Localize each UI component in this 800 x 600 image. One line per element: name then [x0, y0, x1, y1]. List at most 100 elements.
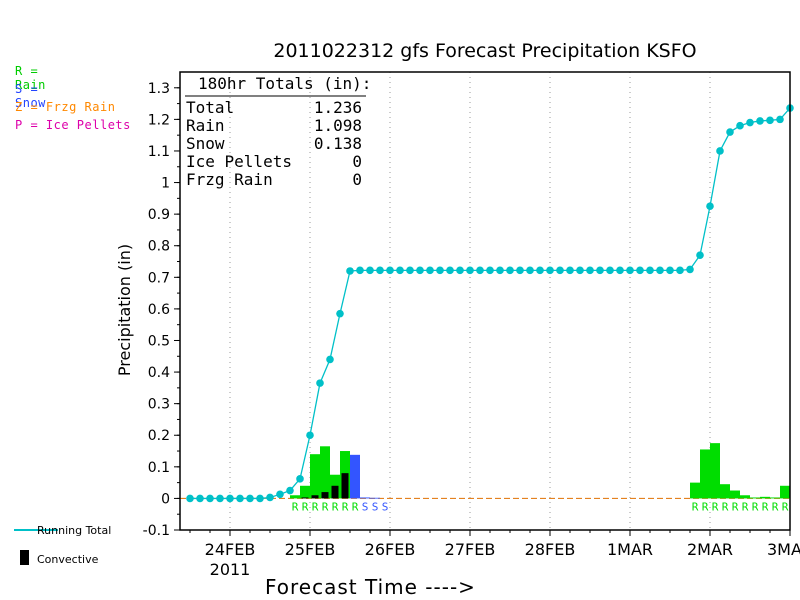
y-axis-ticks: -0.1 0 0.1 0.2 0.3 0.4 0.5 0.6 0.7 0.8 0.9 1 1.1 1.2 1… — [143, 81, 180, 539]
convective-bar — [311, 495, 319, 499]
running-total-point — [276, 490, 284, 499]
running-total-point — [246, 494, 254, 503]
rain-bar — [310, 454, 320, 499]
running-total-point — [346, 267, 354, 275]
x-tick-sublabel: 2011 — [210, 560, 251, 579]
y-tick-label: 1.2 — [148, 112, 170, 128]
rain-letter: R — [692, 500, 699, 513]
running-total-point — [236, 494, 244, 503]
running-total-point — [366, 266, 374, 275]
running-total-point — [646, 266, 654, 275]
running-total-point — [306, 431, 314, 440]
totals-row-label: Snow — [186, 134, 225, 153]
running-total-point — [226, 494, 234, 503]
running-total-point — [616, 266, 624, 275]
rain-bar — [700, 449, 710, 499]
running-total-point — [476, 266, 484, 275]
y-tick-label: 0.2 — [148, 428, 170, 444]
y-tick-label: 0.8 — [148, 239, 170, 255]
running-total-point — [636, 266, 644, 275]
rain-bar — [290, 495, 300, 499]
running-total-point — [676, 266, 684, 275]
running-total-point — [296, 475, 304, 483]
rain-letter: R — [772, 500, 779, 513]
y-tick-label: 1.3 — [148, 81, 170, 97]
rain-letter: R — [302, 500, 309, 513]
running-total-point — [686, 265, 694, 274]
convective-bar — [321, 492, 329, 499]
x-axis-label: Forecast Time ----> — [265, 575, 476, 599]
y-tick-label: -0.1 — [143, 523, 170, 539]
y-tick-label: 0.3 — [148, 397, 170, 413]
rain-bar — [690, 482, 700, 499]
running-total-point — [736, 121, 744, 130]
running-total-point — [576, 266, 584, 275]
y-tick-label: 1.1 — [148, 144, 170, 160]
running-total-point — [376, 266, 384, 275]
rain-letter: R — [352, 500, 359, 513]
running-total-point — [316, 379, 324, 387]
running-total-point — [566, 266, 574, 275]
running-total-point — [526, 266, 534, 275]
x-tick-label: 27FEB — [445, 540, 496, 559]
rain-bar — [770, 497, 780, 499]
totals-row-label: Frzg Rain — [186, 170, 273, 189]
rain-letter: R — [712, 500, 719, 513]
totals-box: 180hr Totals (in): Total 1.236 Rain 1.098 Sn… — [185, 74, 371, 189]
running-total-point — [656, 266, 664, 275]
running-total-point — [556, 266, 564, 275]
totals-row-value: 0 — [352, 170, 362, 189]
x-tick-label: 3MAR — [767, 540, 800, 559]
y-tick-label: 0.1 — [148, 460, 170, 476]
bottom-legend: Running Total Convective — [14, 524, 111, 566]
y-axis-label: Precipitation (in) — [115, 244, 134, 376]
y-tick-label: 0.5 — [148, 333, 170, 349]
x-tick-label: 2MAR — [687, 540, 733, 559]
rain-bar — [320, 446, 330, 499]
snow-bar — [370, 497, 380, 499]
running-total-point — [706, 202, 714, 211]
running-total-point — [326, 355, 334, 364]
rain-bar — [780, 485, 790, 499]
running-total-point — [626, 266, 634, 275]
snow-letter: S — [372, 500, 379, 513]
convective-legend-label: Convective — [37, 553, 99, 566]
precipitation-bars — [290, 443, 790, 499]
running-total-point — [726, 128, 734, 136]
legend-snow: S = Snow — [15, 82, 46, 110]
running-total-point — [756, 117, 764, 125]
running-total-point — [196, 494, 204, 503]
x-tick-label: 24FEB — [205, 540, 256, 559]
rain-bar — [730, 490, 740, 499]
totals-row-value: 0.138 — [314, 134, 362, 153]
running-total-point — [586, 266, 594, 275]
running-total-point — [486, 266, 494, 275]
running-total-point — [546, 266, 554, 275]
rain-bar — [710, 443, 720, 499]
snow-letter: S — [362, 500, 369, 513]
rain-letter: R — [782, 500, 789, 513]
running-total-point — [536, 266, 544, 275]
running-total-point — [266, 493, 274, 502]
totals-row-value: 1.236 — [314, 98, 362, 117]
running-total-point — [766, 116, 774, 125]
running-total-point — [186, 494, 194, 503]
rain-letter: R — [752, 500, 759, 513]
chart-title: 2011022312 gfs Forecast Precipitation KS… — [273, 40, 696, 62]
running-total-series — [186, 104, 794, 503]
x-tick-label: 25FEB — [285, 540, 336, 559]
running-total-point — [696, 251, 704, 259]
x-tick-label: 28FEB — [525, 540, 576, 559]
convective-legend-swatch — [20, 550, 29, 565]
running-total-point — [506, 266, 514, 275]
running-total-point — [496, 266, 504, 275]
totals-row-value: 1.098 — [314, 116, 362, 135]
snow-bar — [350, 454, 360, 499]
rain-letter: R — [322, 500, 329, 513]
rain-bar — [750, 497, 760, 499]
running-total-point — [216, 494, 224, 503]
y-tick-label: 0.4 — [148, 365, 170, 381]
running-total-point — [776, 115, 784, 124]
running-total-point — [716, 147, 724, 155]
y-tick-label: 0.6 — [148, 302, 170, 318]
